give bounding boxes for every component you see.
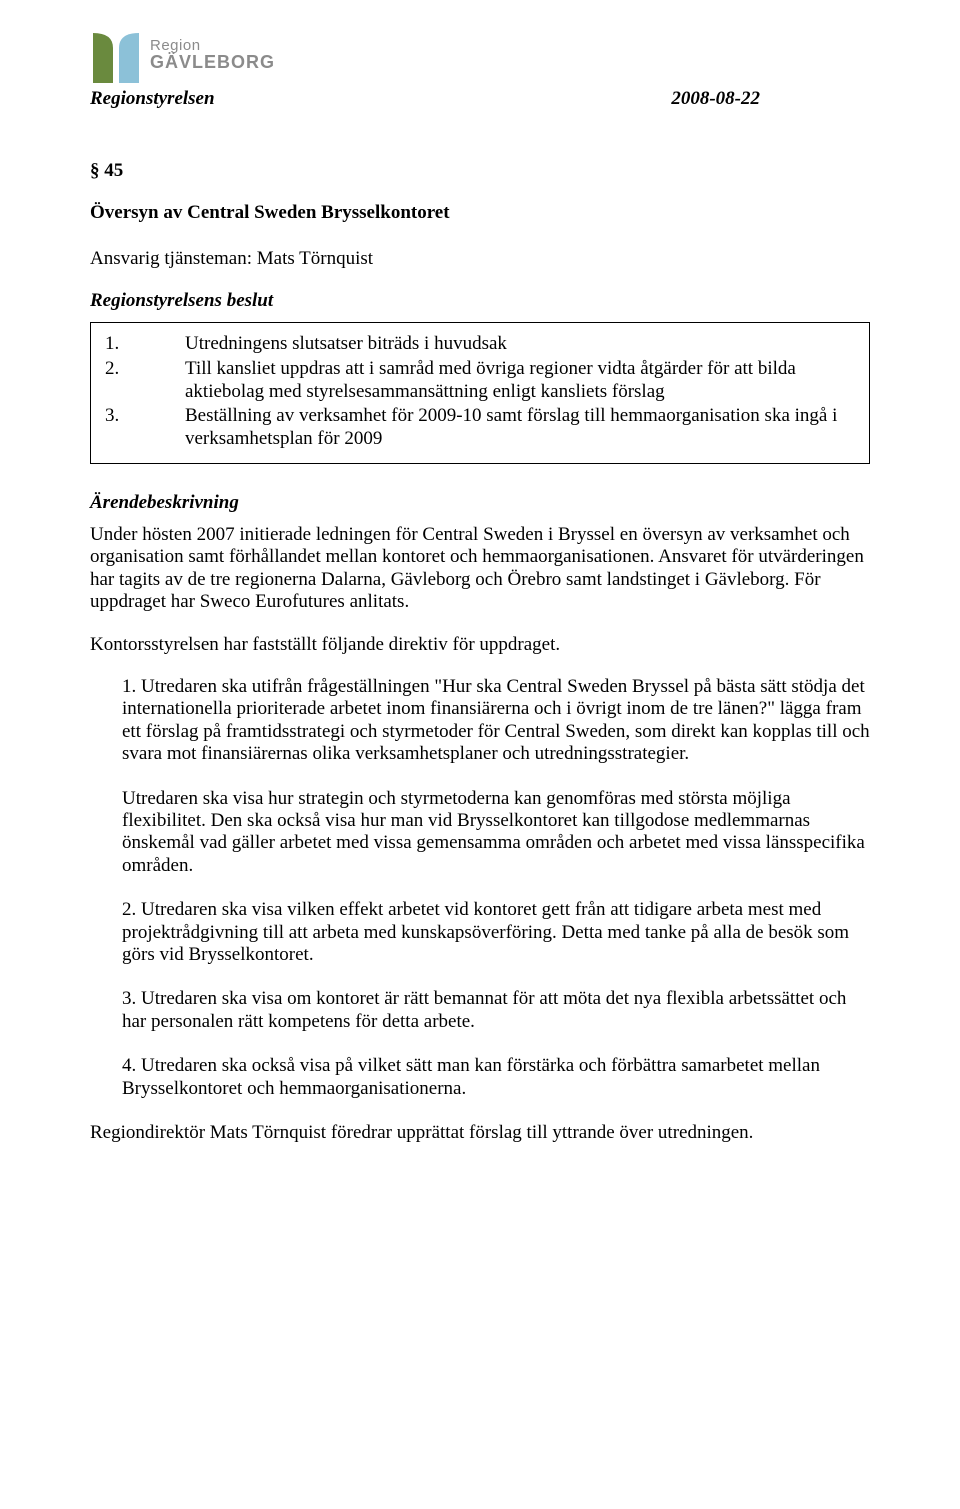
description-heading: Ärendebeskrivning xyxy=(90,492,870,514)
header-row: Regionstyrelsen 2008-08-22 xyxy=(90,88,870,110)
page-title: Översyn av Central Sweden Brysselkontore… xyxy=(90,202,870,224)
decision-item: Utredningens slutsatser biträds i huvuds… xyxy=(105,333,855,356)
directive-text: Utredaren ska visa vilken effekt arbetet… xyxy=(122,899,849,965)
header-left: Regionstyrelsen xyxy=(90,88,215,110)
region-gavleborg-logo-icon xyxy=(90,30,142,86)
directive-item: 4. Utredaren ska också visa på vilket sä… xyxy=(122,1055,870,1100)
page: Region GÄVLEBORG Regionstyrelsen 2008-08… xyxy=(0,0,960,1205)
logo-text-bottom: GÄVLEBORG xyxy=(150,53,275,71)
directive-sub-para: Utredaren ska visa hur strategin och sty… xyxy=(122,788,870,878)
decision-item-text: Till kansliet uppdras att i samråd med ö… xyxy=(185,358,855,404)
logo-text: Region GÄVLEBORG xyxy=(150,38,275,71)
directive-text: Utredaren ska också visa på vilket sätt … xyxy=(122,1055,820,1098)
decision-item: Beställning av verksamhet för 2009-10 sa… xyxy=(105,405,855,451)
directive-list: 1. Utredaren ska utifrån frågeställninge… xyxy=(90,676,870,1100)
directive-item: 2. Utredaren ska visa vilken effekt arbe… xyxy=(122,899,870,966)
directive-item: 1. Utredaren ska utifrån frågeställninge… xyxy=(122,676,870,877)
header-right: 2008-08-22 xyxy=(671,88,760,110)
description-footer: Regiondirektör Mats Törnquist föredrar u… xyxy=(90,1122,870,1144)
directive-num: 3. xyxy=(122,988,136,1009)
section-number: § 45 xyxy=(90,160,870,182)
decision-box: Utredningens slutsatser biträds i huvuds… xyxy=(90,322,870,464)
decision-list: Utredningens slutsatser biträds i huvuds… xyxy=(105,333,855,451)
decision-heading: Regionstyrelsens beslut xyxy=(90,290,870,312)
responsible-line: Ansvarig tjänsteman: Mats Törnquist xyxy=(90,248,870,270)
directive-num: 1. xyxy=(122,676,136,697)
directive-text: Utredaren ska utifrån frågeställningen "… xyxy=(122,676,870,764)
decision-item: Till kansliet uppdras att i samråd med ö… xyxy=(105,358,855,404)
logo-block: Region GÄVLEBORG xyxy=(90,30,870,86)
directive-num: 2. xyxy=(122,899,136,920)
decision-item-text: Beställning av verksamhet för 2009-10 sa… xyxy=(185,405,855,451)
description-para-1: Under hösten 2007 initierade ledningen f… xyxy=(90,524,870,614)
directive-item: 3. Utredaren ska visa om kontoret är rät… xyxy=(122,988,870,1033)
logo-text-top: Region xyxy=(150,38,275,53)
decision-item-text: Utredningens slutsatser biträds i huvuds… xyxy=(185,333,855,356)
description-para-2: Kontorsstyrelsen har fastställt följande… xyxy=(90,634,870,656)
directive-text: Utredaren ska visa om kontoret är rätt b… xyxy=(122,988,846,1031)
directive-num: 4. xyxy=(122,1055,136,1076)
